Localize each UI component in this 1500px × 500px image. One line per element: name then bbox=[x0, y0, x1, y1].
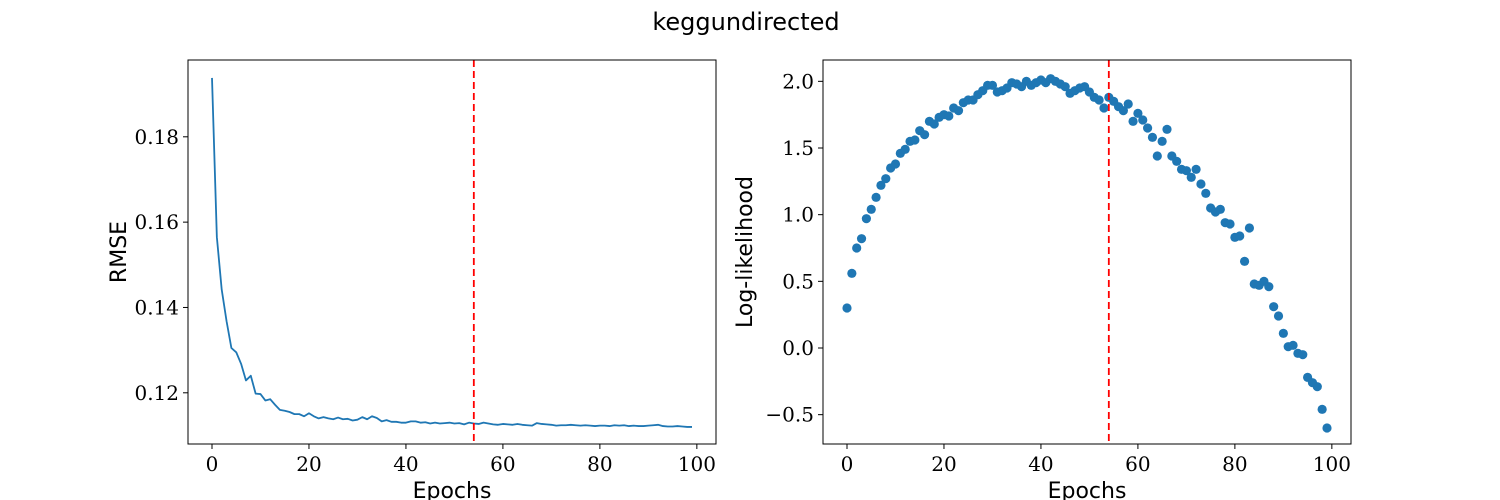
figure-title: keggundirected bbox=[652, 8, 839, 36]
y-tick-label: 0.12 bbox=[134, 381, 179, 405]
loglik-point bbox=[1322, 423, 1332, 433]
loglik-point bbox=[1278, 328, 1288, 338]
x-axis-label: Epochs bbox=[413, 479, 492, 500]
loglik-point bbox=[1269, 302, 1279, 312]
loglik-point bbox=[1225, 219, 1235, 229]
axes-frame bbox=[822, 59, 1352, 445]
x-tick-label: 80 bbox=[587, 452, 612, 476]
loglik-point bbox=[919, 130, 930, 140]
loglik-point bbox=[847, 268, 857, 278]
loglik-point bbox=[1118, 106, 1128, 116]
loglik-point bbox=[900, 144, 910, 154]
loglik-point bbox=[1123, 99, 1133, 109]
loglik-point bbox=[1060, 82, 1070, 92]
y-tick-label: 0.16 bbox=[134, 210, 179, 234]
x-tick-label: 60 bbox=[490, 452, 515, 476]
loglik-point bbox=[861, 214, 871, 224]
y-tick-label: 1.0 bbox=[782, 203, 814, 227]
loglik-point bbox=[1162, 124, 1172, 134]
loglik-point bbox=[1094, 95, 1104, 105]
loglik-point bbox=[1288, 340, 1298, 350]
loglik-panel: 0 20 40 60 80 100 −0.5 0.0 0.5 1.0 1.5 2.0 Epochs Log… bbox=[733, 59, 1352, 500]
loglik-point bbox=[1235, 231, 1245, 241]
rmse-panel: 0 20 40 60 80 100 0.12 0.14 0.16 0.18 Epochs RMSE bbox=[107, 59, 717, 500]
loglik-point bbox=[1186, 172, 1196, 182]
loglik-point bbox=[1147, 132, 1158, 142]
loglik-point bbox=[1298, 350, 1308, 360]
y-tick-label: 1.5 bbox=[782, 136, 814, 160]
y-tick-label: 2.0 bbox=[782, 69, 814, 93]
loglik-point bbox=[1239, 256, 1250, 266]
x-tick-label: 80 bbox=[1222, 452, 1247, 476]
loglik-point bbox=[1133, 108, 1143, 118]
loglik-point bbox=[1181, 166, 1191, 176]
loglik-point bbox=[1128, 116, 1138, 126]
loglik-point bbox=[1099, 103, 1109, 113]
loglik-point bbox=[1317, 404, 1327, 414]
x-tick-label: 40 bbox=[1028, 452, 1053, 476]
x-tick-label: 40 bbox=[393, 452, 418, 476]
loglik-point bbox=[1172, 156, 1182, 166]
x-tick-label: 0 bbox=[206, 452, 219, 476]
loglik-point bbox=[871, 192, 881, 202]
x-tick-label: 20 bbox=[931, 452, 956, 476]
x-axis-label: Epochs bbox=[1048, 479, 1127, 500]
loglik-point bbox=[953, 106, 964, 116]
loglik-point bbox=[929, 119, 939, 129]
loglik-point bbox=[856, 234, 867, 244]
loglik-point bbox=[910, 135, 920, 145]
y-tick-label: 0.5 bbox=[782, 269, 814, 293]
loglik-point bbox=[1196, 179, 1206, 189]
loglik-point bbox=[1152, 151, 1162, 161]
y-axis-label: RMSE bbox=[107, 221, 132, 283]
loglik-point bbox=[1264, 282, 1274, 292]
loglik-point bbox=[987, 80, 998, 90]
loglik-point bbox=[944, 111, 954, 121]
x-tick-label: 0 bbox=[841, 452, 854, 476]
rmse-line bbox=[211, 77, 692, 428]
loglik-point bbox=[881, 174, 891, 184]
loglik-point bbox=[1143, 123, 1153, 133]
loglik-point bbox=[852, 243, 862, 253]
y-tick-label: 0.18 bbox=[134, 125, 179, 149]
loglik-point bbox=[890, 159, 901, 169]
loglik-point bbox=[842, 303, 852, 313]
y-tick-label: 0.14 bbox=[134, 295, 179, 319]
x-tick-label: 100 bbox=[678, 452, 716, 476]
y-tick-label: 0.0 bbox=[782, 336, 814, 360]
y-tick-label: −0.5 bbox=[765, 403, 814, 427]
axes-frame bbox=[187, 59, 717, 445]
loglik-point bbox=[1312, 382, 1322, 392]
loglik-point bbox=[1157, 136, 1167, 146]
loglik-point bbox=[1273, 311, 1284, 321]
x-tick-label: 60 bbox=[1125, 452, 1150, 476]
y-axis-label: Log-likelihood bbox=[733, 176, 758, 328]
x-tick-label: 20 bbox=[296, 452, 321, 476]
loglik-point bbox=[1138, 115, 1148, 125]
loglik-point bbox=[1215, 204, 1225, 214]
loglik-point bbox=[866, 204, 876, 214]
loglik-point bbox=[1201, 188, 1211, 198]
loglik-point bbox=[1244, 223, 1255, 233]
loglik-point bbox=[876, 180, 886, 190]
x-tick-label: 100 bbox=[1313, 452, 1351, 476]
loglik-point bbox=[1191, 164, 1201, 174]
